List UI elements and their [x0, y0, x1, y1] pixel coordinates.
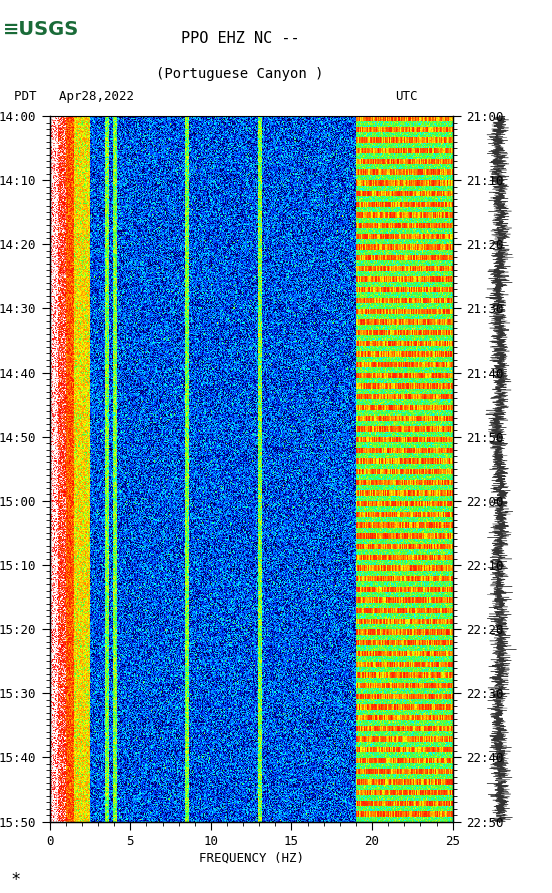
Text: UTC: UTC	[395, 89, 418, 103]
Text: ≡USGS: ≡USGS	[3, 20, 79, 38]
Text: PPO EHZ NC --: PPO EHZ NC --	[181, 31, 299, 46]
X-axis label: FREQUENCY (HZ): FREQUENCY (HZ)	[199, 852, 304, 865]
Text: (Portuguese Canyon ): (Portuguese Canyon )	[156, 67, 324, 81]
Text: *: *	[11, 871, 19, 889]
Text: PDT   Apr28,2022: PDT Apr28,2022	[14, 89, 134, 103]
